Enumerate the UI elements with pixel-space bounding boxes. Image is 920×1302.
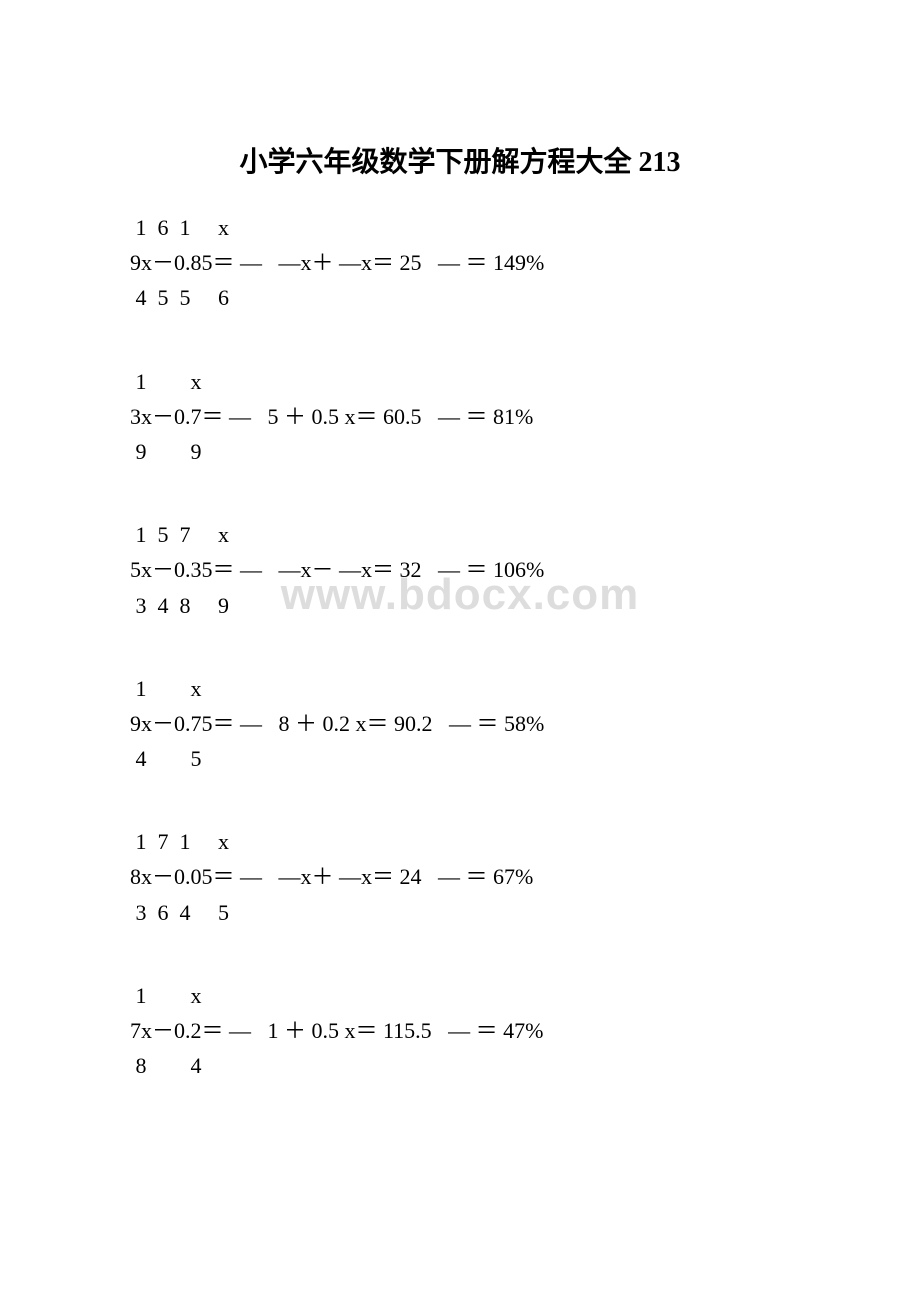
equation-group-5: 1 7 1 x 8x－0.05＝ — —x＋ —x＝ 24 — ＝ 67% 3 …	[130, 824, 790, 930]
eq-denominator-row: 4 5 5 6	[130, 280, 790, 315]
eq-denominator-row: 9 9	[130, 434, 790, 469]
eq-numerator-row: 1 x	[130, 978, 790, 1013]
eq-main-row: 7x－0.2＝ — 1 ＋ 0.5 x＝ 115.5 — ＝ 47%	[130, 1013, 790, 1048]
eq-main-row: 9x－0.75＝ — 8 ＋ 0.2 x＝ 90.2 — ＝ 58%	[130, 706, 790, 741]
eq-main-row: 9x－0.85＝ — —x＋ —x＝ 25 — ＝ 149%	[130, 245, 790, 280]
eq-main-row: 5x－0.35＝ — —x－ —x＝ 32 — ＝ 106%	[130, 552, 790, 587]
eq-numerator-row: 1 x	[130, 364, 790, 399]
eq-numerator-row: 1 x	[130, 671, 790, 706]
eq-denominator-row: 3 4 8 9	[130, 588, 790, 623]
eq-denominator-row: 3 6 4 5	[130, 895, 790, 930]
equation-group-6: 1 x 7x－0.2＝ — 1 ＋ 0.5 x＝ 115.5 — ＝ 47% 8…	[130, 978, 790, 1084]
eq-main-row: 8x－0.05＝ — —x＋ —x＝ 24 — ＝ 67%	[130, 859, 790, 894]
eq-numerator-row: 1 7 1 x	[130, 824, 790, 859]
eq-denominator-row: 4 5	[130, 741, 790, 776]
page-title: 小学六年级数学下册解方程大全 213	[130, 140, 790, 180]
eq-numerator-row: 1 5 7 x	[130, 517, 790, 552]
eq-main-row: 3x－0.7＝ — 5 ＋ 0.5 x＝ 60.5 — ＝ 81%	[130, 399, 790, 434]
eq-denominator-row: 8 4	[130, 1048, 790, 1083]
equation-group-2: 1 x 3x－0.7＝ — 5 ＋ 0.5 x＝ 60.5 — ＝ 81% 9 …	[130, 364, 790, 470]
equation-group-1: 1 6 1 x 9x－0.85＝ — —x＋ —x＝ 25 — ＝ 149% 4…	[130, 210, 790, 316]
equation-group-3: 1 5 7 x 5x－0.35＝ — —x－ —x＝ 32 — ＝ 106% 3…	[130, 517, 790, 623]
eq-numerator-row: 1 6 1 x	[130, 210, 790, 245]
equation-group-4: 1 x 9x－0.75＝ — 8 ＋ 0.2 x＝ 90.2 — ＝ 58% 4…	[130, 671, 790, 777]
